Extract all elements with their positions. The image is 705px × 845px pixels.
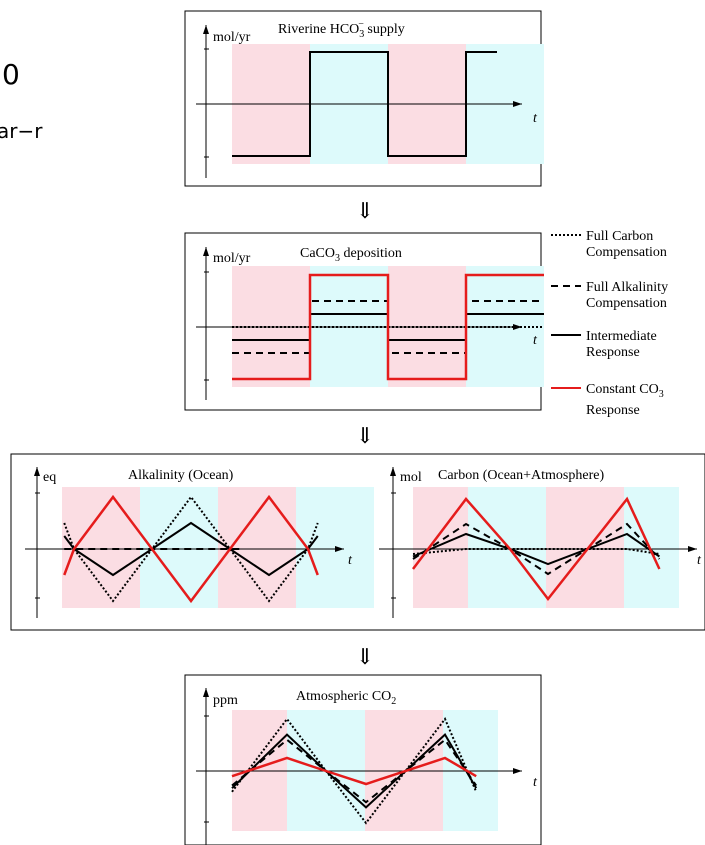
carbon-phase-0 — [413, 487, 468, 608]
carbon-series-red — [412, 496, 661, 602]
flow-arrow-1: ⇓ — [356, 198, 374, 223]
axis-label-t-caco3: t — [533, 333, 538, 348]
unit-atmos: ppm — [213, 693, 238, 708]
alkalinity-series-red — [63, 494, 319, 604]
title-carbon: Carbon (Ocean+Atmosphere) — [438, 468, 604, 483]
atmos-series-solid — [231, 733, 478, 809]
title-riverine: Riverine HCO3− supply — [278, 19, 405, 40]
axis-label-t-carbon: t — [697, 553, 702, 568]
title-caco3: CaCO3 deposition — [300, 246, 402, 264]
chart-caco3 — [196, 247, 544, 400]
edge-fragment-top: 0 — [2, 58, 20, 91]
carbon-y-axis-arrow — [390, 467, 396, 476]
chart-alkalinity — [25, 467, 374, 618]
caco3-series-red — [232, 273, 544, 381]
title-atmos: Atmospheric CO2 — [296, 689, 396, 707]
legend-label-red-1: Constant CO3 — [586, 382, 664, 400]
alkalinity-series-dotted — [63, 495, 319, 603]
alkalinity-t-axis-arrow — [335, 546, 344, 552]
panel-frame-ocean — [10, 453, 705, 631]
atmos-series-dashed — [231, 738, 478, 804]
alkalinity-series-solid — [63, 521, 319, 577]
atmos-series-red — [231, 756, 477, 786]
legend-label-dotted-1: Full Carbon — [586, 229, 653, 244]
axis-label-t-riverine: t — [533, 111, 538, 126]
legend-label-dotted-2: Compensation — [586, 245, 667, 260]
flow-arrow-2: ⇓ — [356, 423, 374, 448]
atmos-series-dotted — [231, 717, 478, 825]
carbon-series-solid — [412, 532, 660, 566]
legend-label-solid-1: Intermediate — [586, 329, 657, 344]
atmos-t-axis-arrow — [513, 768, 522, 774]
axis-label-t-alkalinity: t — [348, 553, 353, 568]
riverine-y-axis-arrow — [203, 25, 209, 34]
legend-label-dashed-2: Compensation — [586, 296, 667, 311]
panel-frame-atmos — [184, 674, 542, 845]
atmos-y-axis-arrow — [203, 688, 209, 697]
axis-label-t-atmos: t — [533, 775, 538, 790]
carbon-t-axis-arrow — [688, 546, 697, 552]
legend: Full Carbon Compensation Full Alkalinity… — [551, 229, 668, 418]
carbon-phase-3 — [624, 487, 679, 608]
riverine-t-axis-arrow — [513, 101, 522, 107]
unit-carbon: mol — [400, 470, 422, 485]
legend-label-solid-2: Response — [586, 345, 640, 360]
legend-label-dashed-1: Full Alkalinity — [586, 280, 668, 295]
flow-arrow-3: ⇓ — [356, 644, 374, 669]
carbon-series-dashed — [412, 522, 661, 576]
riverine-series-solid — [232, 51, 497, 157]
unit-alkalinity: eq — [43, 470, 56, 485]
caco3-y-axis-arrow — [203, 247, 209, 256]
alkalinity-y-axis-arrow — [34, 467, 40, 476]
edge-fragment-bottom: ar−r — [0, 119, 43, 143]
legend-label-red-2: Response — [586, 403, 640, 418]
carbon-series-dotted — [412, 548, 660, 555]
chart-atmos — [196, 688, 522, 845]
unit-riverine: mol/yr — [213, 30, 251, 45]
title-alkalinity: Alkalinity (Ocean) — [128, 468, 234, 483]
chart-carbon — [379, 467, 697, 618]
carbon-phase-2 — [546, 487, 624, 608]
chart-riverine — [196, 25, 544, 178]
unit-caco3: mol/yr — [213, 251, 251, 266]
